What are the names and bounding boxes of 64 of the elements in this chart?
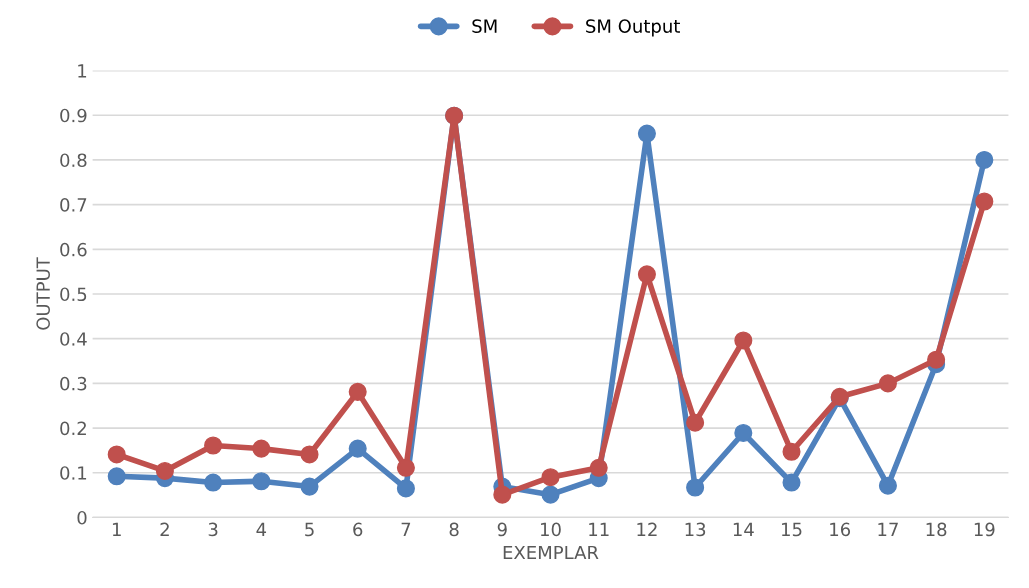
x-tick-label: 11 (589, 522, 609, 537)
point (541, 485, 560, 504)
point (348, 382, 367, 401)
point (734, 331, 753, 350)
point (686, 478, 705, 497)
point (927, 350, 946, 369)
y-tick-label: 0.6 (60, 242, 87, 257)
point (686, 413, 705, 432)
x-tick-label: 10 (541, 522, 561, 537)
x-tick-label: 14 (733, 522, 754, 537)
y-tick-label: 0.3 (60, 376, 87, 391)
point (396, 479, 415, 498)
point (878, 476, 897, 495)
x-tick-label: 15 (782, 522, 802, 537)
legend-label: SM Output (586, 19, 680, 37)
point (204, 436, 223, 455)
point (493, 485, 512, 504)
y-tick-label: 0.8 (60, 153, 87, 168)
y-tick-label: 0.5 (60, 287, 87, 302)
point (348, 439, 367, 458)
x-tick-label: 19 (974, 522, 995, 537)
x-tick-label: 13 (685, 522, 706, 537)
x-tick-label: 8 (449, 522, 459, 537)
point (637, 265, 656, 284)
y-tick-label: 0.7 (60, 198, 87, 212)
x-tick-label: 16 (830, 522, 851, 537)
x-tick-label: 18 (926, 522, 947, 537)
y-tick-label: 0.1 (60, 466, 87, 480)
point (107, 445, 126, 464)
x-tick-label: 7 (401, 522, 411, 537)
x-tick-label: 5 (305, 522, 314, 537)
point (252, 439, 271, 458)
x-tick-label: 1 (112, 522, 121, 537)
y-tick-label: 1 (78, 64, 87, 78)
point (107, 467, 126, 486)
x-axis-title: EXEMPLAR (503, 545, 599, 560)
point (734, 423, 753, 443)
point (300, 477, 319, 496)
y-axis-title: OUTPUT (36, 257, 50, 330)
x-tick-label: 12 (637, 522, 657, 537)
y-tick-label: 0 (77, 510, 87, 525)
x-tick-label: 9 (497, 522, 507, 537)
point (878, 374, 897, 393)
point (782, 473, 801, 492)
point (204, 473, 223, 492)
x-tick-label: 17 (878, 522, 898, 537)
point (782, 442, 801, 461)
point (396, 458, 415, 477)
x-tick-label: 4 (256, 522, 267, 537)
x-tick-label: 3 (208, 522, 218, 537)
point (300, 445, 319, 464)
point (975, 150, 994, 169)
x-tick-label: 6 (353, 522, 363, 537)
y-tick-label: 0.4 (60, 332, 87, 346)
point (589, 458, 608, 477)
point (155, 461, 174, 480)
y-tick-label: 0.2 (60, 421, 86, 436)
legend-label: SM (472, 19, 497, 33)
point (541, 468, 560, 487)
point (637, 124, 656, 143)
point (975, 192, 994, 211)
x-tick-label: 2 (160, 522, 169, 537)
point (252, 472, 271, 491)
y-tick-label: 0.9 (60, 108, 87, 123)
